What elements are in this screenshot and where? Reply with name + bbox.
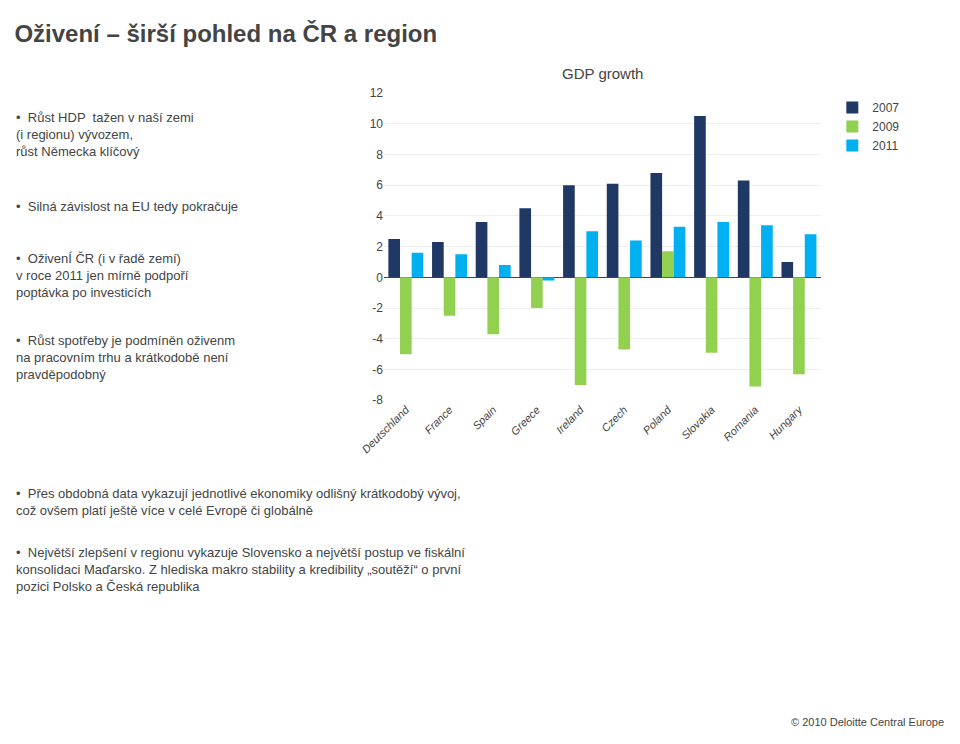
svg-text:• Největší zlepšení v regionu: • Největší zlepšení v regionu vykazuje S… [16,545,465,594]
svg-text:2011: 2011 [872,139,898,153]
svg-text:• Růst HDP tažen v naší zemi: • Růst HDP tažen v naší zemi(i regionu) … [16,110,194,159]
svg-text:0: 0 [376,271,383,285]
svg-text:Deutschland: Deutschland [359,403,411,455]
svg-text:6: 6 [376,178,383,192]
svg-text:Oživení – širší pohled na ČR a: Oživení – širší pohled na ČR a region [14,20,437,47]
svg-text:Greece: Greece [508,404,542,438]
svg-text:-8: -8 [372,393,383,407]
svg-text:Czech: Czech [599,404,630,435]
svg-text:2007: 2007 [872,101,899,115]
svg-text:Hungary: Hungary [766,403,805,442]
svg-text:-6: -6 [372,363,383,377]
svg-text:4: 4 [376,209,383,223]
svg-text:2: 2 [376,240,383,254]
svg-text:France: France [422,404,455,437]
svg-text:Ireland: Ireland [554,403,587,436]
svg-text:Poland: Poland [641,403,674,436]
svg-text:Romania: Romania [721,404,761,444]
svg-text:-4: -4 [372,332,383,346]
svg-text:Spain: Spain [470,404,498,432]
svg-text:2009: 2009 [872,120,899,134]
svg-text:• Růst spotřeby je podmíněn o: • Růst spotřeby je podmíněn oživenmna pr… [16,333,235,382]
svg-text:Slovakia: Slovakia [679,404,717,442]
svg-text:• Silná závislost na EU tedy: • Silná závislost na EU tedy pokračuje [16,199,238,214]
svg-text:8: 8 [376,148,383,162]
svg-text:• Přes obdobná data vykazují: • Přes obdobná data vykazují jednotlivé … [16,486,461,518]
svg-text:© 2010 Deloitte Central Europe: © 2010 Deloitte Central Europe [791,716,944,728]
svg-text:• OživenÍ ČR (i v řadě zemí)v: • OživenÍ ČR (i v řadě zemí)v roce 2011 … [16,251,189,300]
svg-text:12: 12 [370,86,384,100]
svg-text:10: 10 [370,117,384,131]
svg-text:-2: -2 [372,301,383,315]
svg-text:GDP growth: GDP growth [562,65,643,82]
